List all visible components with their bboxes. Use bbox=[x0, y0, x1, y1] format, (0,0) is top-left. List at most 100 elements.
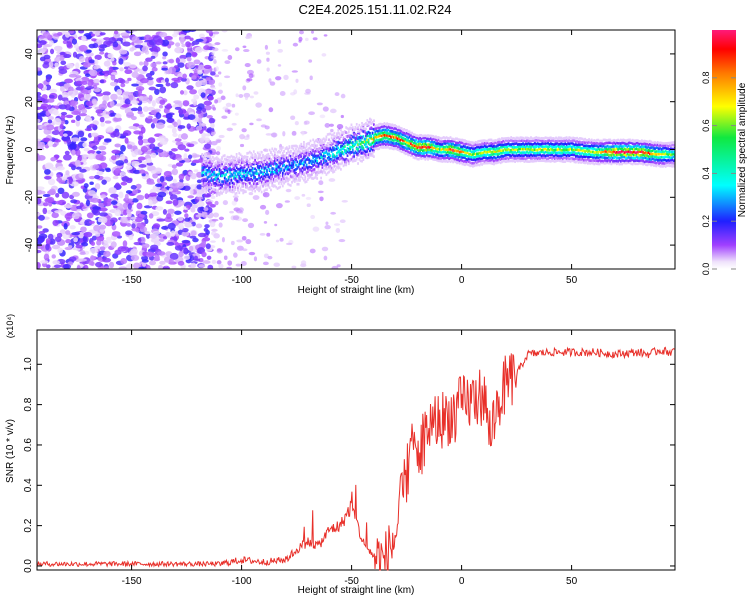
heatmap-cell bbox=[204, 164, 206, 168]
heatmap-cell bbox=[408, 153, 411, 157]
heatmap-cell bbox=[120, 181, 128, 186]
heatmap-cell bbox=[260, 180, 263, 184]
heatmap-cell bbox=[366, 145, 369, 149]
heatmap-cell bbox=[473, 143, 476, 147]
heatmap-cell bbox=[398, 125, 400, 129]
heatmap-cell bbox=[420, 140, 423, 144]
heatmap-cell bbox=[313, 163, 316, 167]
heatmap-cell bbox=[63, 133, 68, 137]
heatmap-cell bbox=[239, 164, 242, 167]
heatmap-cell bbox=[449, 140, 452, 143]
heatmap-cell bbox=[399, 138, 402, 142]
heatmap-cell bbox=[415, 134, 418, 137]
heatmap-cell bbox=[423, 154, 425, 158]
heatmap-cell bbox=[263, 155, 266, 159]
heatmap-cell bbox=[307, 166, 309, 169]
heatmap-cell bbox=[313, 150, 316, 154]
heatmap-cell bbox=[301, 162, 304, 166]
heatmap-cell bbox=[402, 142, 404, 145]
heatmap-cell bbox=[78, 44, 88, 52]
heatmap-cell bbox=[137, 110, 143, 115]
heatmap-cell bbox=[379, 138, 382, 141]
heatmap-cell bbox=[334, 164, 337, 168]
heatmap-cell bbox=[136, 202, 143, 210]
heatmap-cell bbox=[244, 174, 247, 178]
heatmap-cell bbox=[301, 172, 304, 175]
heatmap-cell bbox=[115, 103, 123, 107]
heatmap-cell bbox=[49, 48, 55, 55]
heatmap-cell bbox=[326, 133, 329, 136]
heatmap-cell bbox=[367, 141, 370, 144]
heatmap-cell bbox=[173, 121, 178, 128]
heatmap-cell bbox=[363, 154, 366, 158]
heatmap-cell bbox=[292, 160, 295, 164]
heatmap-cell bbox=[139, 113, 145, 118]
heatmap-cell bbox=[429, 148, 432, 152]
heatmap-cell bbox=[155, 206, 164, 211]
heatmap-cell bbox=[42, 126, 48, 130]
heatmap-cell bbox=[229, 170, 231, 174]
heatmap-cell bbox=[230, 159, 233, 162]
heatmap-cell bbox=[431, 157, 433, 160]
heatmap-cell bbox=[215, 165, 218, 168]
heatmap-cell bbox=[37, 118, 41, 123]
heatmap-cell bbox=[436, 144, 439, 148]
heatmap-cell bbox=[440, 140, 443, 144]
heatmap-cell bbox=[271, 153, 274, 156]
heatmap-cell bbox=[144, 193, 150, 200]
heatmap-cell bbox=[421, 140, 424, 144]
heatmap-cell bbox=[284, 200, 290, 203]
heatmap-cell bbox=[191, 51, 198, 58]
heatmap-cell bbox=[402, 131, 404, 135]
heatmap-cell bbox=[411, 146, 414, 150]
heatmap-cell bbox=[303, 168, 305, 171]
heatmap-cell bbox=[312, 156, 315, 160]
heatmap-cell bbox=[227, 178, 230, 181]
heatmap-cell bbox=[400, 138, 403, 141]
heatmap-cell bbox=[362, 135, 365, 138]
heatmap-cell bbox=[201, 183, 204, 187]
heatmap-cell bbox=[231, 190, 234, 194]
heatmap-cell bbox=[254, 167, 256, 171]
heatmap-cell bbox=[198, 64, 205, 71]
heatmap-cell bbox=[89, 69, 98, 77]
heatmap-cell bbox=[416, 148, 419, 152]
heatmap-cell bbox=[210, 183, 213, 187]
heatmap-cell bbox=[421, 149, 424, 152]
heatmap-cell bbox=[369, 131, 371, 135]
heatmap-cell bbox=[384, 134, 387, 137]
heatmap-cell bbox=[184, 148, 190, 152]
heatmap-cell bbox=[231, 181, 234, 185]
heatmap-cell bbox=[433, 155, 436, 159]
heatmap-cell bbox=[457, 153, 460, 157]
heatmap-cell bbox=[101, 70, 110, 74]
heatmap-cell bbox=[406, 152, 408, 155]
heatmap-cell bbox=[342, 132, 345, 135]
heatmap-cell bbox=[221, 237, 225, 243]
heatmap-cell bbox=[380, 146, 383, 149]
heatmap-cell bbox=[258, 181, 260, 185]
heatmap-cell bbox=[166, 241, 175, 246]
heatmap-cell bbox=[192, 154, 201, 158]
heatmap-cell bbox=[420, 148, 423, 151]
heatmap-cell bbox=[95, 153, 104, 161]
heatmap-cell bbox=[274, 178, 276, 182]
heatmap-cell bbox=[307, 170, 309, 174]
heatmap-cell bbox=[450, 159, 453, 163]
heatmap-cell bbox=[251, 154, 254, 158]
heatmap-cell bbox=[193, 59, 201, 65]
heatmap-cell bbox=[39, 56, 46, 62]
heatmap-cell bbox=[400, 130, 403, 133]
heatmap-cell bbox=[394, 142, 396, 145]
heatmap-cell bbox=[415, 156, 418, 160]
heatmap-cell bbox=[429, 141, 432, 144]
heatmap-cell bbox=[439, 154, 441, 158]
heatmap-cell bbox=[126, 264, 133, 269]
heatmap-cell bbox=[399, 144, 402, 147]
heatmap-cell bbox=[366, 134, 369, 138]
heatmap-cell bbox=[71, 149, 76, 156]
heatmap-cell bbox=[110, 217, 118, 223]
heatmap-cell bbox=[270, 173, 272, 177]
heatmap-cell bbox=[299, 30, 304, 35]
heatmap-cell bbox=[37, 249, 42, 254]
